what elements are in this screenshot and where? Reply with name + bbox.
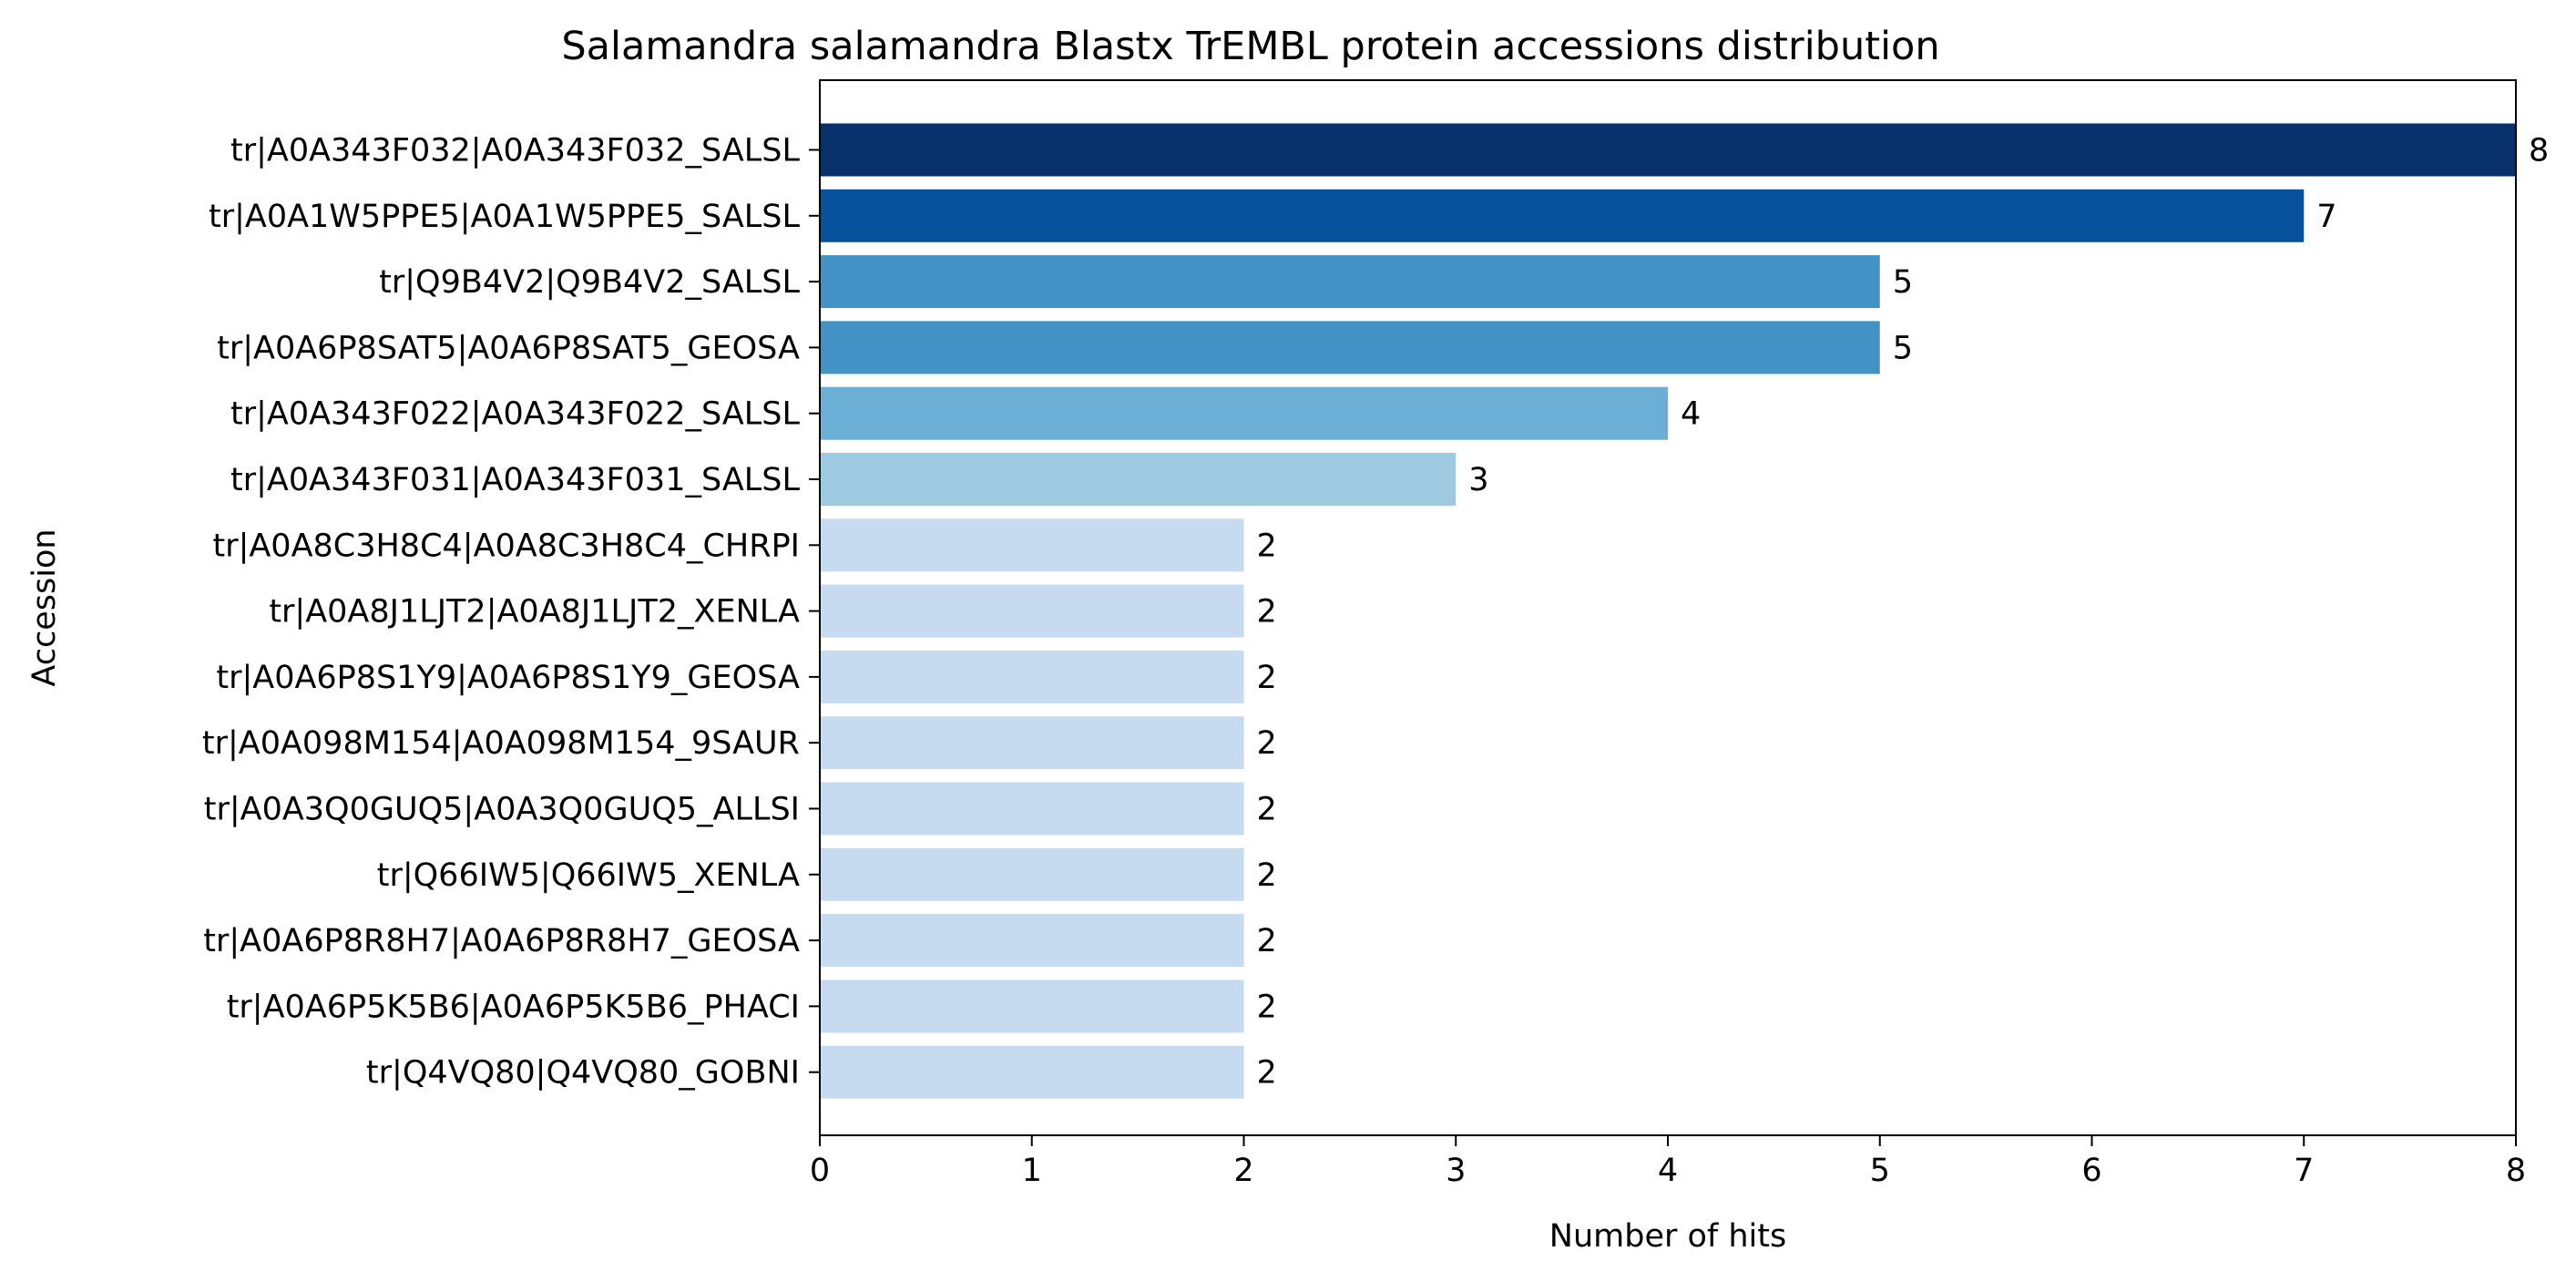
x-tick-label: 2 <box>1233 1153 1253 1189</box>
y-tick-label: tr|A0A098M154|A0A098M154_9SAUR <box>202 725 800 762</box>
x-tick-label: 4 <box>1658 1153 1678 1189</box>
y-tick-label: tr|A0A8C3H8C4|A0A8C3H8C4_CHRPI <box>212 528 800 564</box>
x-tick-label: 0 <box>810 1153 830 1189</box>
x-tick-label: 8 <box>2506 1153 2526 1189</box>
y-tick-label: tr|A0A6P8S1Y9|A0A6P8S1Y9_GEOSA <box>216 660 800 696</box>
data-label: 2 <box>1257 792 1277 828</box>
y-tick-label: tr|Q4VQ80|Q4VQ80_GOBNI <box>366 1055 800 1092</box>
data-label: 2 <box>1257 594 1277 631</box>
bar <box>820 1045 1244 1099</box>
y-tick-label: tr|A0A1W5PPE5|A0A1W5PPE5_SALSL <box>209 199 801 235</box>
bar <box>820 847 1244 901</box>
y-tick-label: tr|A0A343F022|A0A343F022_SALSL <box>230 396 801 433</box>
bar <box>820 518 1244 572</box>
y-tick-label: tr|A0A6P8R8H7|A0A6P8R8H7_GEOSA <box>203 923 800 959</box>
x-tick-label: 5 <box>1870 1153 1890 1189</box>
bar <box>820 453 1457 506</box>
data-label: 2 <box>1257 725 1277 762</box>
x-tick-label: 7 <box>2294 1153 2314 1189</box>
bar <box>820 123 2516 177</box>
x-axis-label: Number of hits <box>1549 1218 1786 1255</box>
data-label: 2 <box>1257 528 1277 564</box>
data-label: 8 <box>2529 133 2549 169</box>
bar <box>820 782 1244 836</box>
x-tick-label: 1 <box>1022 1153 1042 1189</box>
data-label: 4 <box>1681 396 1701 433</box>
x-axis: 0 1 2 3 4 5 6 7 8 <box>810 1135 2526 1189</box>
bar <box>820 189 2305 242</box>
data-label: 2 <box>1257 989 1277 1025</box>
bar <box>820 584 1244 638</box>
data-label: 7 <box>2316 199 2336 235</box>
data-label: 3 <box>1468 462 1488 498</box>
plot-frame <box>819 79 2517 1136</box>
bar <box>820 386 1668 440</box>
y-tick-labels: tr|A0A343F032|A0A343F032_SALSL tr|A0A1W5P… <box>202 133 820 1092</box>
chart-title: Salamandra salamandra Blastx TrEMBL prot… <box>561 24 1939 69</box>
y-tick-label: tr|A0A6P5K5B6|A0A6P5K5B6_PHACI <box>227 989 800 1025</box>
y-tick-label: tr|A0A8J1LJT2|A0A8J1LJT2_XENLA <box>269 594 800 631</box>
data-label: 2 <box>1257 660 1277 696</box>
bar <box>820 914 1244 968</box>
data-label: 2 <box>1257 857 1277 894</box>
data-label: 2 <box>1257 923 1277 959</box>
data-label: 5 <box>1893 330 1913 366</box>
y-tick-label: tr|A0A6P8SAT5|A0A6P8SAT5_GEOSA <box>217 330 800 366</box>
bar <box>820 255 1880 309</box>
bar <box>820 650 1244 703</box>
bars-group: 8 7 5 5 4 3 2 2 2 2 2 2 2 2 2 <box>820 123 2549 1099</box>
y-tick-label: tr|A0A343F032|A0A343F032_SALSL <box>230 133 801 169</box>
data-label: 2 <box>1257 1055 1277 1092</box>
bar <box>820 321 1880 374</box>
data-label: 5 <box>1893 264 1913 301</box>
y-tick-label: tr|A0A3Q0GUQ5|A0A3Q0GUQ5_ALLSI <box>204 792 800 828</box>
y-tick-label: tr|Q9B4V2|Q9B4V2_SALSL <box>379 264 800 301</box>
y-tick-label: tr|Q66IW5|Q66IW5_XENLA <box>377 857 800 894</box>
y-tick-label: tr|A0A343F031|A0A343F031_SALSL <box>230 462 801 498</box>
y-axis-label: Accession <box>26 528 63 686</box>
bar <box>820 979 1244 1033</box>
bar <box>820 716 1244 770</box>
x-tick-label: 3 <box>1446 1153 1466 1189</box>
x-tick-label: 6 <box>2081 1153 2101 1189</box>
